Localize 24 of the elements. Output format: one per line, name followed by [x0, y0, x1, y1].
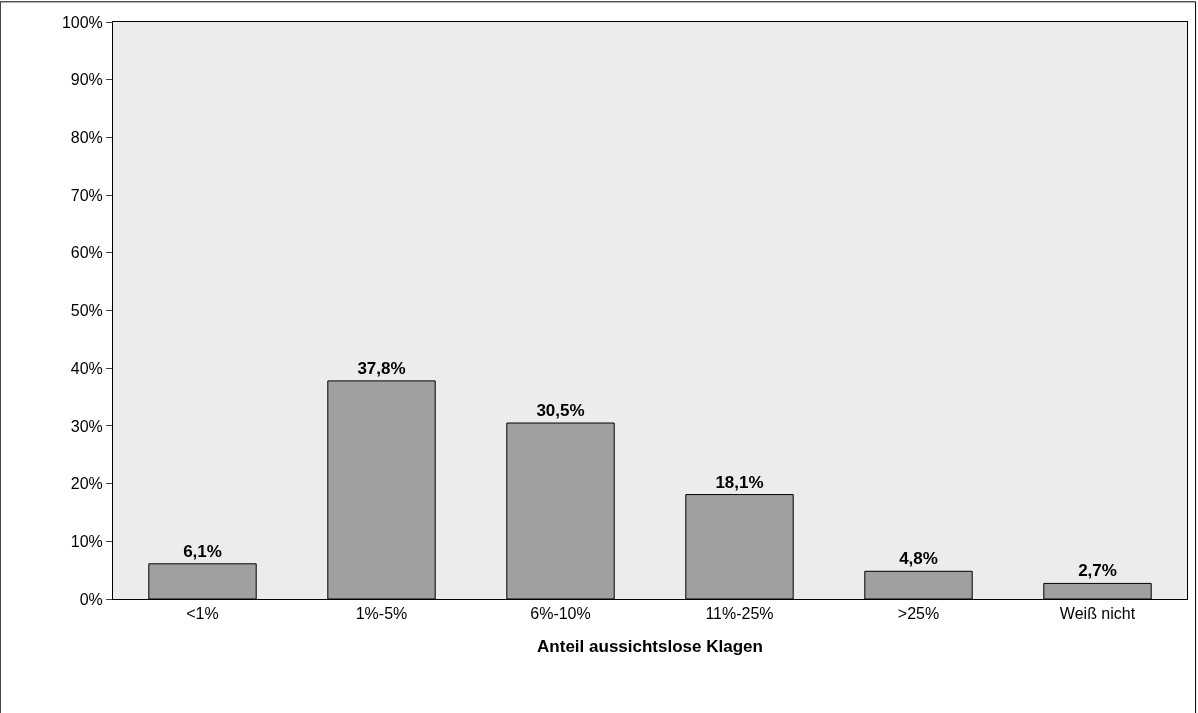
data-label: 30,5%	[536, 401, 585, 421]
y-tick-label: 90%	[70, 71, 103, 89]
y-tick-label: 0%	[79, 590, 103, 608]
x-tick-label: Weiß nicht	[1059, 605, 1136, 623]
x-tick-label: >25%	[897, 605, 940, 623]
y-tick-label: 40%	[70, 359, 103, 377]
x-tick-label: 11%-25%	[705, 605, 774, 623]
data-label: 37,8%	[357, 358, 406, 378]
y-tick-label: 60%	[70, 244, 103, 262]
data-label: 4,8%	[899, 549, 938, 569]
y-tick-label: 50%	[70, 302, 103, 320]
y-tick-label: 30%	[70, 417, 103, 435]
y-tick-label: 70%	[70, 186, 103, 204]
x-axis-title: Anteil aussichtslose Klagen	[537, 636, 763, 656]
x-tick-label: <1%	[186, 605, 219, 623]
y-tick-label: 100%	[61, 13, 103, 31]
y-tick-label: 10%	[70, 532, 103, 550]
data-label: 6,1%	[183, 541, 222, 561]
y-tick-label: 20%	[70, 475, 103, 493]
x-tick-label: 1%-5%	[355, 605, 408, 623]
y-tick-label: 80%	[70, 129, 103, 146]
x-tick-label: 6%-10%	[530, 605, 591, 623]
data-label: 2,7%	[1078, 561, 1117, 581]
data-label: 18,1%	[715, 472, 764, 492]
